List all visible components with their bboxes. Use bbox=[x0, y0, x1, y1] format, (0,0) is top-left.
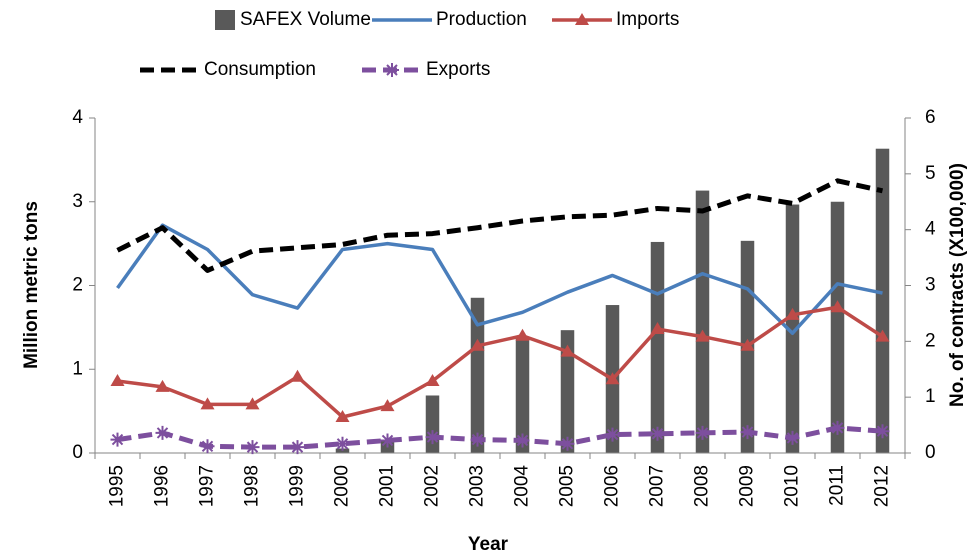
legend-label: Production bbox=[436, 9, 527, 30]
y-tick-label: 0 bbox=[72, 442, 83, 463]
y2-axis-title: No. of contracts (X100,000) bbox=[947, 163, 968, 407]
marker bbox=[605, 372, 620, 385]
x-tick-label: 1999 bbox=[287, 465, 308, 507]
marker bbox=[830, 300, 845, 313]
y-tick-label: 3 bbox=[72, 191, 83, 212]
marker bbox=[575, 13, 589, 25]
marker bbox=[245, 397, 260, 410]
legend-label: Consumption bbox=[204, 59, 316, 80]
marker bbox=[740, 425, 755, 440]
x-tick-label: 2002 bbox=[422, 465, 443, 507]
bar bbox=[875, 148, 890, 454]
x-tick-label: 2007 bbox=[647, 465, 668, 507]
marker bbox=[470, 432, 485, 447]
bar bbox=[695, 190, 710, 454]
marker bbox=[335, 409, 350, 422]
y2-tick-label: 6 bbox=[925, 107, 936, 128]
marker bbox=[200, 397, 215, 410]
y-tick-label: 2 bbox=[72, 275, 83, 296]
marker bbox=[650, 322, 665, 335]
bar bbox=[515, 338, 530, 453]
marker bbox=[605, 427, 620, 442]
marker bbox=[290, 440, 305, 455]
x-tick-label: 2006 bbox=[602, 465, 623, 507]
marker bbox=[155, 379, 170, 392]
legend-label: Imports bbox=[616, 9, 679, 30]
legend-label: SAFEX Volume bbox=[240, 9, 371, 30]
marker bbox=[695, 425, 710, 440]
x-tick-label: 2005 bbox=[557, 465, 578, 507]
bar bbox=[470, 297, 485, 453]
marker bbox=[560, 344, 575, 357]
marker bbox=[875, 424, 890, 439]
marker bbox=[650, 426, 665, 441]
x-tick-label: 2008 bbox=[692, 465, 713, 507]
x-tick-label: 1997 bbox=[197, 465, 218, 507]
x-axis-title: Year bbox=[468, 534, 509, 555]
marker bbox=[785, 430, 800, 445]
x-tick-label: 2010 bbox=[782, 465, 803, 507]
y2-tick-label: 3 bbox=[925, 275, 936, 296]
marker bbox=[560, 436, 575, 451]
y2-tick-label: 0 bbox=[925, 442, 936, 463]
marker bbox=[515, 433, 530, 448]
marker bbox=[830, 420, 845, 435]
y-tick-label: 4 bbox=[72, 107, 83, 128]
marker bbox=[875, 329, 890, 342]
bar bbox=[425, 395, 440, 453]
marker bbox=[515, 328, 530, 341]
y2-tick-label: 2 bbox=[925, 330, 936, 351]
y-axis-title: Million metric tons bbox=[21, 201, 42, 369]
legend-swatch bbox=[215, 10, 235, 30]
marker bbox=[385, 63, 399, 77]
x-tick-label: 1996 bbox=[152, 465, 173, 507]
marker bbox=[785, 307, 800, 320]
marker bbox=[425, 373, 440, 386]
line bbox=[116, 178, 884, 273]
marker bbox=[110, 373, 125, 386]
y2-tick-label: 5 bbox=[925, 163, 936, 184]
x-tick-label: 2011 bbox=[827, 465, 848, 506]
bar bbox=[650, 241, 665, 453]
line bbox=[116, 223, 883, 335]
y2-tick-label: 1 bbox=[925, 386, 936, 407]
y-tick-label: 1 bbox=[72, 358, 83, 379]
x-tick-label: 2000 bbox=[332, 465, 353, 507]
x-tick-label: 1995 bbox=[107, 465, 128, 507]
y2-tick-label: 4 bbox=[925, 219, 936, 240]
bar bbox=[560, 330, 575, 453]
x-tick-label: 2004 bbox=[512, 465, 533, 508]
marker bbox=[695, 329, 710, 342]
marker bbox=[380, 433, 395, 448]
bar bbox=[830, 201, 845, 453]
x-tick-label: 2009 bbox=[737, 465, 758, 507]
line bbox=[117, 425, 883, 450]
bar bbox=[785, 204, 800, 453]
x-tick-label: 2012 bbox=[872, 465, 893, 507]
marker bbox=[110, 432, 125, 447]
marker bbox=[245, 440, 260, 455]
marker bbox=[335, 436, 350, 451]
marker bbox=[425, 430, 440, 445]
x-tick-label: 2003 bbox=[467, 465, 488, 507]
marker bbox=[155, 425, 170, 440]
marker bbox=[380, 399, 395, 412]
line bbox=[117, 305, 884, 419]
marker bbox=[470, 338, 485, 351]
legend-label: Exports bbox=[426, 59, 490, 80]
marker bbox=[740, 338, 755, 351]
x-tick-label: 2001 bbox=[377, 465, 398, 507]
marker bbox=[200, 439, 215, 454]
marker bbox=[290, 369, 305, 382]
x-tick-label: 1998 bbox=[242, 465, 263, 507]
